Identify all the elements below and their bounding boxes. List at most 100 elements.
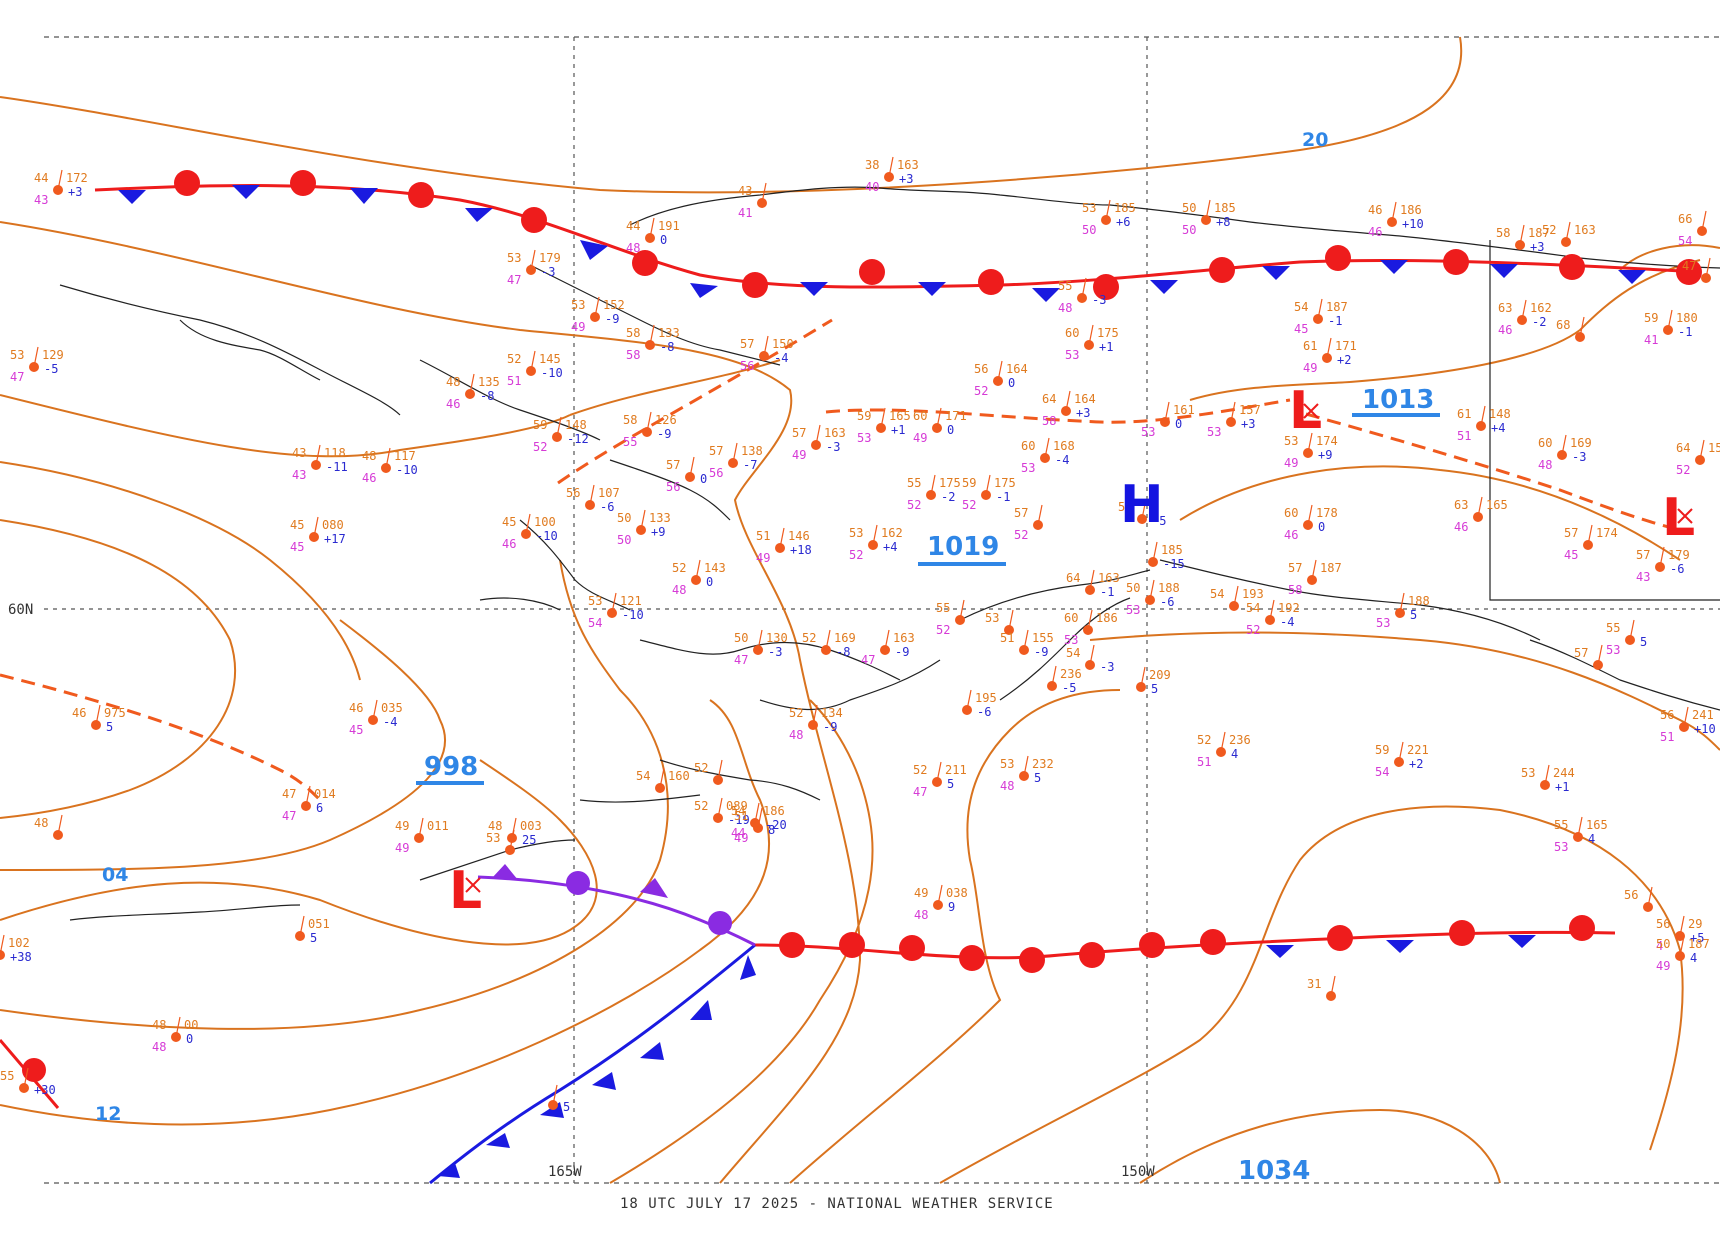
wind-barb	[1679, 915, 1685, 937]
station-plot: 59 53 165+1	[857, 407, 911, 445]
wind-barb	[872, 524, 878, 546]
wind-barb	[315, 444, 321, 466]
wind-barb	[1023, 755, 1029, 777]
station-pressure: 102	[8, 936, 30, 950]
station-pressure: 161	[1173, 403, 1195, 417]
station-temp: 59	[533, 418, 547, 432]
station-pressure: 165	[1486, 498, 1508, 512]
wind-barb	[611, 592, 617, 614]
station-dewpoint: 49	[1303, 361, 1317, 375]
station-tendency: +3	[68, 185, 82, 199]
wind-barb	[469, 373, 475, 395]
station-tendency: -1	[996, 490, 1010, 504]
station-pressure: 185	[1161, 543, 1183, 557]
station-pressure: 975	[104, 706, 126, 720]
station-temp: 57	[1564, 526, 1578, 540]
station-plot: 57 43 179-6	[1636, 546, 1690, 584]
station-dewpoint: 53	[1376, 616, 1390, 630]
wind-barb	[1105, 199, 1111, 221]
station-tendency: 4	[1690, 951, 1697, 965]
station-plot: 48 46 135-8	[446, 373, 500, 411]
station-pressure: 186	[1400, 203, 1422, 217]
low-center-northeast: L	[1662, 488, 1695, 548]
wind-barb	[57, 814, 63, 836]
station-pressure: 011	[427, 819, 449, 833]
wind-barb	[1699, 439, 1705, 461]
station-temp: 53	[1521, 766, 1535, 780]
station-dewpoint: 46	[1498, 323, 1512, 337]
station-plot: 46 45 035-4	[349, 699, 403, 737]
station-plot: 64 163-1	[1066, 569, 1120, 599]
station-plot: 56 4 29+5	[1656, 915, 1704, 953]
station-dewpoint: 47	[10, 370, 24, 384]
station-temp: 43	[292, 446, 306, 460]
station-tendency: -9	[657, 427, 671, 441]
wind-barb	[825, 629, 831, 651]
station-tendency: +17	[324, 532, 346, 546]
wind-barb	[1307, 432, 1313, 454]
station-pressure: 163	[1098, 571, 1120, 585]
station-temp: 50	[617, 511, 631, 525]
station-dewpoint: 43	[292, 468, 306, 482]
station-pressure: 232	[1032, 757, 1054, 771]
station-tendency: 25	[522, 833, 536, 847]
station-plot: 54 44 186-20	[731, 802, 787, 840]
station-tendency: -8	[836, 645, 850, 659]
station-temp: 53	[507, 251, 521, 265]
station-tendency: -3	[768, 645, 782, 659]
station-dewpoint: 41	[1644, 333, 1658, 347]
station-plot: 53 49 174+9	[1284, 432, 1338, 470]
station-tendency: -3	[1572, 450, 1586, 464]
wind-barb	[1205, 199, 1211, 221]
station-plot: 50 47 130-3	[734, 629, 788, 667]
station-temp: 48	[362, 449, 376, 463]
wind-barb	[812, 704, 818, 726]
wind-barb	[1399, 592, 1405, 614]
station-plot: 59 41 180-1	[1644, 309, 1698, 347]
station-tendency: 0	[947, 423, 954, 437]
wind-barb	[1565, 221, 1571, 243]
station-tendency: 0	[1318, 520, 1325, 534]
wind-barb	[1152, 541, 1158, 563]
station-plot: 54 45 187-1	[1294, 298, 1348, 336]
station-temp: 49	[914, 886, 928, 900]
station-pressure: 130	[766, 631, 788, 645]
station-temp: 60	[1065, 326, 1079, 340]
station-temp: 58	[623, 413, 637, 427]
station-temp: 55	[1606, 621, 1620, 635]
station-plot: 43 43 118-11	[292, 444, 348, 482]
station-plot: 60 53 175+1	[1065, 324, 1119, 362]
wind-barb	[1701, 210, 1707, 232]
station-dewpoint: 52	[849, 548, 863, 562]
station-pressure: 038	[946, 886, 968, 900]
station-dewpoint: 47	[734, 653, 748, 667]
wind-barb	[1065, 390, 1071, 412]
station-pressure: 051	[308, 917, 330, 931]
wind-barb	[1577, 816, 1583, 838]
station-temp: 57	[1574, 646, 1588, 660]
station-plot: 57 49 163-3	[792, 424, 846, 462]
wind-barb	[1140, 666, 1146, 688]
station-plot: 51 155-9	[1000, 629, 1054, 659]
station-temp: 53	[10, 348, 24, 362]
wind-barb	[1087, 609, 1093, 631]
station-pressure: 191	[658, 219, 680, 233]
wind-barb	[1659, 546, 1665, 568]
station-dewpoint: 51	[1197, 755, 1211, 769]
station-temp: 51	[734, 809, 748, 823]
station-dewpoint: 48	[1000, 779, 1014, 793]
station-plot: 55 +30	[0, 1067, 56, 1097]
station-tendency: 5	[106, 720, 113, 734]
station-plot: 45 46 100-10	[502, 513, 558, 551]
station-dewpoint: 48	[152, 1040, 166, 1054]
occluded-front	[477, 864, 756, 947]
wind-barb	[1269, 599, 1275, 621]
station-temp: 53	[849, 526, 863, 540]
station-temp: 56	[974, 362, 988, 376]
station-temp: 44	[626, 219, 640, 233]
wind-barb	[1330, 975, 1336, 997]
lon-label-165w: 165W	[548, 1164, 582, 1180]
station-tendency: 5	[1640, 635, 1647, 649]
